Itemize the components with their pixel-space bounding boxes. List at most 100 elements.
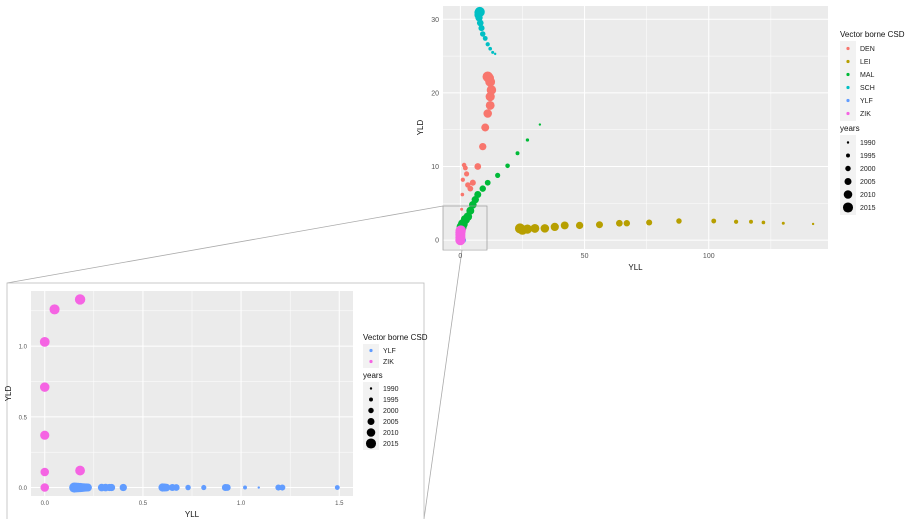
data-point-den: [485, 100, 495, 110]
size-legend-title: years: [363, 371, 383, 380]
legend-label: 1995: [860, 153, 876, 160]
size-legend-title: years: [840, 124, 860, 133]
legend-label: 1990: [860, 140, 876, 147]
data-point-lei: [749, 219, 753, 224]
data-point-lei: [781, 221, 785, 225]
size-legend-key: [369, 387, 373, 390]
data-point-lei: [711, 218, 717, 224]
inset-chart: 0.0 0.5 1.0 1.5 0.0 0.5 1.0 YLL YLD Vector borne …: [4, 291, 428, 519]
data-point-ylf: [243, 485, 247, 490]
data-point-zik: [455, 225, 466, 236]
data-point-sch: [478, 25, 485, 32]
data-point-ylf: [223, 484, 231, 491]
legend-label: 1995: [383, 397, 399, 404]
data-point-mal: [468, 201, 477, 209]
data-point-den: [474, 163, 482, 170]
plot-panel: [443, 6, 828, 249]
data-point-ylf: [334, 485, 340, 490]
x-tick-label: 100: [703, 253, 715, 260]
size-legend-key: [842, 202, 854, 213]
size-legend-key: [844, 177, 852, 186]
data-point-lei: [530, 223, 540, 233]
data-point-mal: [484, 179, 491, 186]
data-point-lei: [560, 221, 569, 230]
legend-label: 2015: [383, 441, 399, 448]
data-point-sch: [482, 35, 488, 41]
data-point-ylf: [185, 484, 191, 491]
data-point-den: [460, 207, 464, 211]
data-point-den: [481, 123, 490, 132]
data-point-den: [469, 179, 476, 186]
x-axis-label: YLL: [185, 510, 200, 519]
legend-key-mal: [846, 72, 850, 77]
size-legend-key: [367, 417, 375, 426]
data-point-den: [486, 85, 497, 95]
y-tick-label: 0.5: [19, 415, 28, 421]
x-tick-label: 0: [458, 253, 462, 260]
legend-label: YLF: [383, 348, 396, 355]
data-point-sch: [480, 31, 486, 37]
zoom-region: [442, 205, 488, 251]
data-point-zik: [75, 465, 85, 476]
data-point-zik: [40, 467, 50, 477]
legend-label: 1990: [383, 386, 399, 393]
y-tick-label: 0.0: [19, 486, 28, 492]
zoom-connector-bottom: [423, 249, 463, 519]
data-point-lei: [811, 222, 815, 226]
legend-key-den: [846, 46, 850, 51]
data-point-den: [462, 165, 468, 171]
data-point-sch: [485, 42, 490, 47]
legend-key-zik: [846, 111, 850, 116]
legend-label: 2005: [383, 419, 399, 426]
data-point-den: [460, 192, 465, 197]
data-point-mal: [495, 172, 501, 178]
data-point-lei: [761, 220, 766, 225]
data-point-mal: [538, 123, 542, 126]
x-tick-label: 50: [581, 253, 589, 260]
legend-label: MAL: [860, 72, 875, 79]
legend-label: LEI: [860, 59, 871, 66]
x-tick-label: 0.5: [139, 501, 148, 507]
y-tick-label: 10: [431, 164, 439, 171]
data-point-zik: [39, 337, 50, 347]
size-legend-key: [365, 438, 377, 449]
data-point-lei: [676, 218, 682, 224]
data-point-mal: [515, 151, 520, 156]
legend-label: 2015: [860, 205, 876, 212]
data-point-zik: [40, 430, 50, 440]
data-point-ylf: [119, 483, 127, 492]
data-point-lei: [540, 224, 550, 233]
data-point-zik: [40, 483, 50, 492]
data-point-ylf: [83, 483, 92, 492]
legend-label: DEN: [860, 46, 875, 53]
y-tick-label: 1.0: [19, 345, 28, 351]
data-point-den: [482, 71, 493, 82]
legend-key-ylf: [369, 348, 373, 353]
data-point-sch: [488, 46, 493, 51]
legend-label: 2000: [383, 408, 399, 415]
data-point-zik: [40, 382, 50, 392]
color-legend-keys: [363, 344, 379, 368]
data-point-mal: [525, 138, 530, 142]
data-point-lei: [646, 219, 653, 226]
data-point-den: [460, 177, 465, 182]
data-point-lei: [575, 221, 584, 230]
y-tick-label: 30: [431, 17, 439, 24]
data-point-lei: [623, 220, 631, 227]
legend-key-sch: [846, 85, 850, 90]
data-point-mal: [479, 185, 486, 192]
data-point-lei: [514, 223, 526, 234]
data-point-ylf: [201, 484, 207, 491]
y-tick-label: 0: [435, 238, 439, 245]
x-tick-label: 1.5: [335, 501, 344, 507]
y-axis-label: YLD: [4, 385, 13, 401]
legend-label: SCH: [860, 85, 875, 92]
data-point-sch: [493, 52, 497, 56]
size-legend-key: [845, 165, 851, 172]
data-point-zik: [49, 304, 60, 315]
color-legend-title: Vector borne CSD: [840, 30, 905, 39]
legend-key-lei: [846, 59, 850, 64]
legend-label: ZIK: [860, 111, 871, 118]
legend-key-zik: [369, 359, 373, 364]
